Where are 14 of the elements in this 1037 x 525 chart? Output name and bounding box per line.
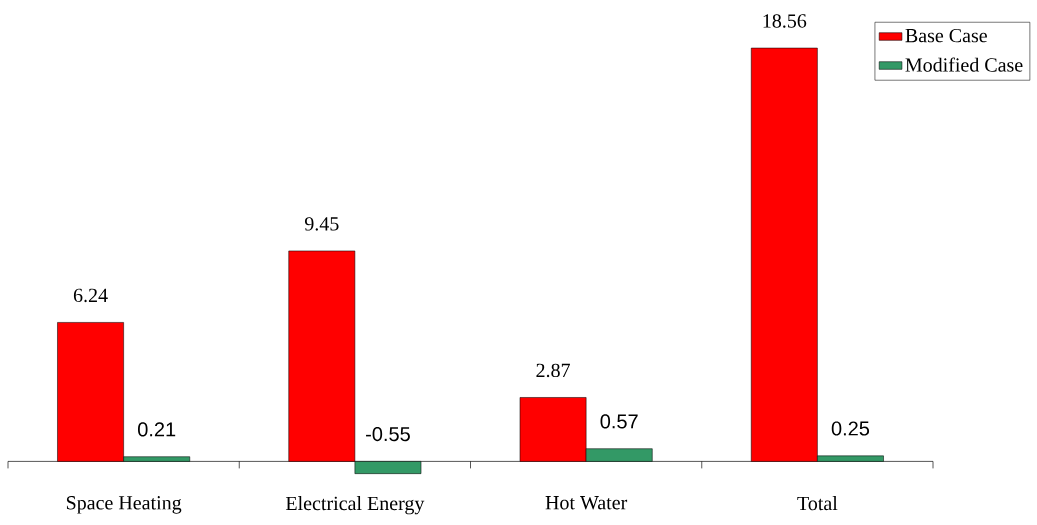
data-label: 0.57 [600,414,638,429]
legend-label: Modified Case [905,57,1023,72]
data-label: -0.55 [366,426,410,442]
data-label: 2.87 [536,363,570,378]
data-label: 6.24 [73,288,108,303]
x-tick-label: Electrical Energy [285,496,425,515]
data-label: 0.25 [831,421,870,436]
x-tick-label: Total [797,496,838,511]
x-tick-label: Hot Water [545,496,628,510]
data-label: 18.56 [763,14,807,28]
data-label: 0.21 [138,422,176,437]
x-tick-label: Space Heating [66,496,182,514]
legend-label: Base Case [905,28,987,43]
data-label: 9.45 [304,217,339,231]
